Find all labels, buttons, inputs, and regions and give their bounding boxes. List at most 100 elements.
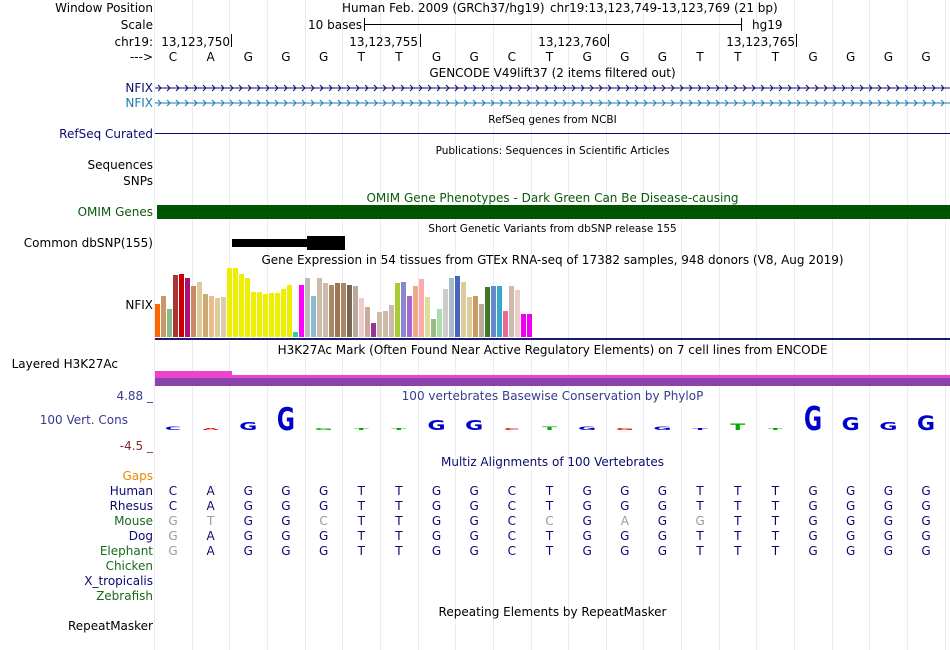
gtex-tissue-bar[interactable] bbox=[329, 284, 335, 337]
gtex-tissue-bar[interactable] bbox=[293, 331, 299, 337]
gtex-tissue-bar[interactable] bbox=[353, 285, 359, 337]
gtex-tissue-bar[interactable] bbox=[437, 309, 443, 337]
gtex-tissue-bar[interactable] bbox=[509, 285, 515, 337]
gtex-tissue-bar[interactable] bbox=[449, 277, 455, 337]
gtex-tissue-bar[interactable] bbox=[173, 274, 179, 337]
gtex-tissue-bar[interactable] bbox=[527, 313, 533, 337]
gtex-tissue-bar[interactable] bbox=[335, 283, 341, 337]
gtex-tissue-bar[interactable] bbox=[341, 283, 347, 337]
gaps-label[interactable]: Gaps bbox=[122, 469, 153, 483]
gtex-tissue-bar[interactable] bbox=[281, 288, 287, 337]
species-label[interactable]: Human bbox=[109, 484, 153, 498]
nfix-transcript-1[interactable] bbox=[155, 82, 950, 94]
gtex-tissue-bar[interactable] bbox=[491, 285, 497, 337]
gtex-tissue-bar[interactable] bbox=[167, 309, 173, 337]
gtex-bar-chart[interactable] bbox=[155, 268, 555, 337]
h3k27ac-signal-purple[interactable] bbox=[155, 378, 950, 386]
repeatmasker-label[interactable]: RepeatMasker bbox=[67, 619, 153, 633]
gtex-tissue-bar[interactable] bbox=[323, 283, 329, 337]
gtex-tissue-bar[interactable] bbox=[221, 297, 227, 337]
nfix-gencode-label-2[interactable]: NFIX bbox=[125, 96, 153, 110]
gtex-tissue-bar[interactable] bbox=[371, 323, 377, 337]
gtex-tissue-bar[interactable] bbox=[305, 277, 311, 337]
gtex-tissue-bar[interactable] bbox=[473, 295, 479, 337]
species-label[interactable]: Rhesus bbox=[109, 499, 153, 513]
snps-label[interactable]: SNPs bbox=[123, 174, 153, 188]
gtex-tissue-bar[interactable] bbox=[515, 290, 521, 337]
gtex-tissue-bar[interactable] bbox=[401, 281, 407, 337]
gtex-tissue-bar[interactable] bbox=[209, 295, 215, 337]
gtex-tissue-bar[interactable] bbox=[347, 284, 353, 337]
gtex-tissue-bar[interactable] bbox=[263, 294, 269, 337]
gtex-tissue-bar[interactable] bbox=[239, 273, 245, 337]
gtex-tissue-bar[interactable] bbox=[461, 281, 467, 337]
gtex-tissue-bar[interactable] bbox=[275, 292, 281, 337]
gtex-tissue-bar[interactable] bbox=[269, 292, 275, 337]
gtex-tissue-bar[interactable] bbox=[287, 285, 293, 337]
gtex-tissue-bar[interactable] bbox=[215, 298, 221, 337]
gtex-tissue-bar[interactable] bbox=[365, 306, 371, 337]
gtex-tissue-bar[interactable] bbox=[227, 268, 233, 337]
species-label[interactable]: Zebrafish bbox=[96, 589, 153, 603]
species-label[interactable]: Chicken bbox=[105, 559, 153, 573]
sequences-label[interactable]: Sequences bbox=[87, 158, 153, 172]
gtex-tissue-bar[interactable] bbox=[455, 276, 461, 337]
gtex-tissue-bar[interactable] bbox=[299, 284, 305, 337]
gtex-tissue-bar[interactable] bbox=[389, 305, 395, 337]
gtex-tissue-bar[interactable] bbox=[359, 298, 365, 337]
gtex-tissue-bar[interactable] bbox=[521, 313, 527, 337]
species-label[interactable]: X_tropicalis bbox=[84, 574, 153, 588]
gtex-tissue-bar[interactable] bbox=[191, 285, 197, 337]
gtex-tissue-bar[interactable] bbox=[467, 297, 473, 337]
dbsnp-track-title: Short Genetic Variants from dbSNP releas… bbox=[428, 223, 677, 235]
gtex-tissue-bar[interactable] bbox=[479, 303, 485, 337]
gtex-tissue-bar[interactable] bbox=[485, 287, 491, 337]
gtex-tissue-bar[interactable] bbox=[431, 319, 437, 337]
h3k27ac-signal-pink[interactable] bbox=[155, 375, 950, 378]
phylop-letter: G bbox=[465, 418, 483, 433]
h3k27ac-signal-top[interactable] bbox=[155, 371, 232, 375]
cons-track-label[interactable]: 100 Vert. Cons bbox=[39, 413, 128, 427]
gtex-tissue-bar[interactable] bbox=[197, 281, 203, 337]
gtex-tissue-bar[interactable] bbox=[419, 279, 425, 337]
gtex-tissue-bar[interactable] bbox=[203, 294, 209, 337]
refseq-gene-line[interactable] bbox=[155, 133, 950, 134]
species-label[interactable]: Elephant bbox=[99, 544, 153, 558]
gtex-tissue-bar[interactable] bbox=[155, 303, 161, 337]
refseq-curated-label[interactable]: RefSeq Curated bbox=[59, 127, 153, 141]
dbsnp-variant-block[interactable] bbox=[307, 236, 345, 250]
gtex-tissue-bar[interactable] bbox=[497, 285, 503, 337]
gtex-tissue-bar[interactable] bbox=[233, 268, 239, 337]
gtex-tissue-bar[interactable] bbox=[179, 273, 185, 337]
gtex-tissue-bar[interactable] bbox=[311, 295, 317, 337]
species-label[interactable]: Dog bbox=[128, 529, 153, 543]
gtex-tissue-bar[interactable] bbox=[317, 277, 323, 337]
gtex-tissue-bar[interactable] bbox=[383, 310, 389, 337]
common-dbsnp-label[interactable]: Common dbSNP(155) bbox=[23, 236, 153, 250]
species-label[interactable]: Mouse bbox=[114, 514, 153, 528]
gtex-tissue-bar[interactable] bbox=[407, 295, 413, 337]
nfix-gencode-label-1[interactable]: NFIX bbox=[125, 81, 153, 95]
gtex-tissue-bar[interactable] bbox=[395, 283, 401, 337]
gtex-tissue-bar[interactable] bbox=[161, 295, 167, 337]
gtex-tissue-bar[interactable] bbox=[443, 288, 449, 337]
gtex-tissue-bar[interactable] bbox=[245, 277, 251, 337]
alignment-base: T bbox=[771, 529, 780, 543]
nfix-gtex-label[interactable]: NFIX bbox=[125, 298, 153, 312]
gtex-tissue-bar[interactable] bbox=[251, 291, 257, 337]
ruler-tick-3: 13,123,760 bbox=[538, 35, 607, 49]
layered-h3k27ac-label[interactable]: Layered H3K27Ac bbox=[11, 357, 118, 371]
omim-gene-bar[interactable] bbox=[157, 205, 950, 219]
grid-line bbox=[944, 0, 946, 650]
dbsnp-variant-bar[interactable] bbox=[232, 239, 308, 247]
gtex-tissue-bar[interactable] bbox=[257, 291, 263, 337]
gtex-tissue-bar[interactable] bbox=[185, 278, 191, 337]
phylop-letter: G bbox=[804, 400, 822, 438]
omim-genes-label[interactable]: OMIM Genes bbox=[77, 205, 153, 219]
gtex-tissue-bar[interactable] bbox=[413, 285, 419, 337]
nfix-transcript-2[interactable] bbox=[155, 97, 950, 109]
gtex-tissue-bar[interactable] bbox=[377, 312, 383, 337]
gtex-tissue-bar[interactable] bbox=[425, 297, 431, 337]
gtex-tissue-bar[interactable] bbox=[503, 310, 509, 337]
